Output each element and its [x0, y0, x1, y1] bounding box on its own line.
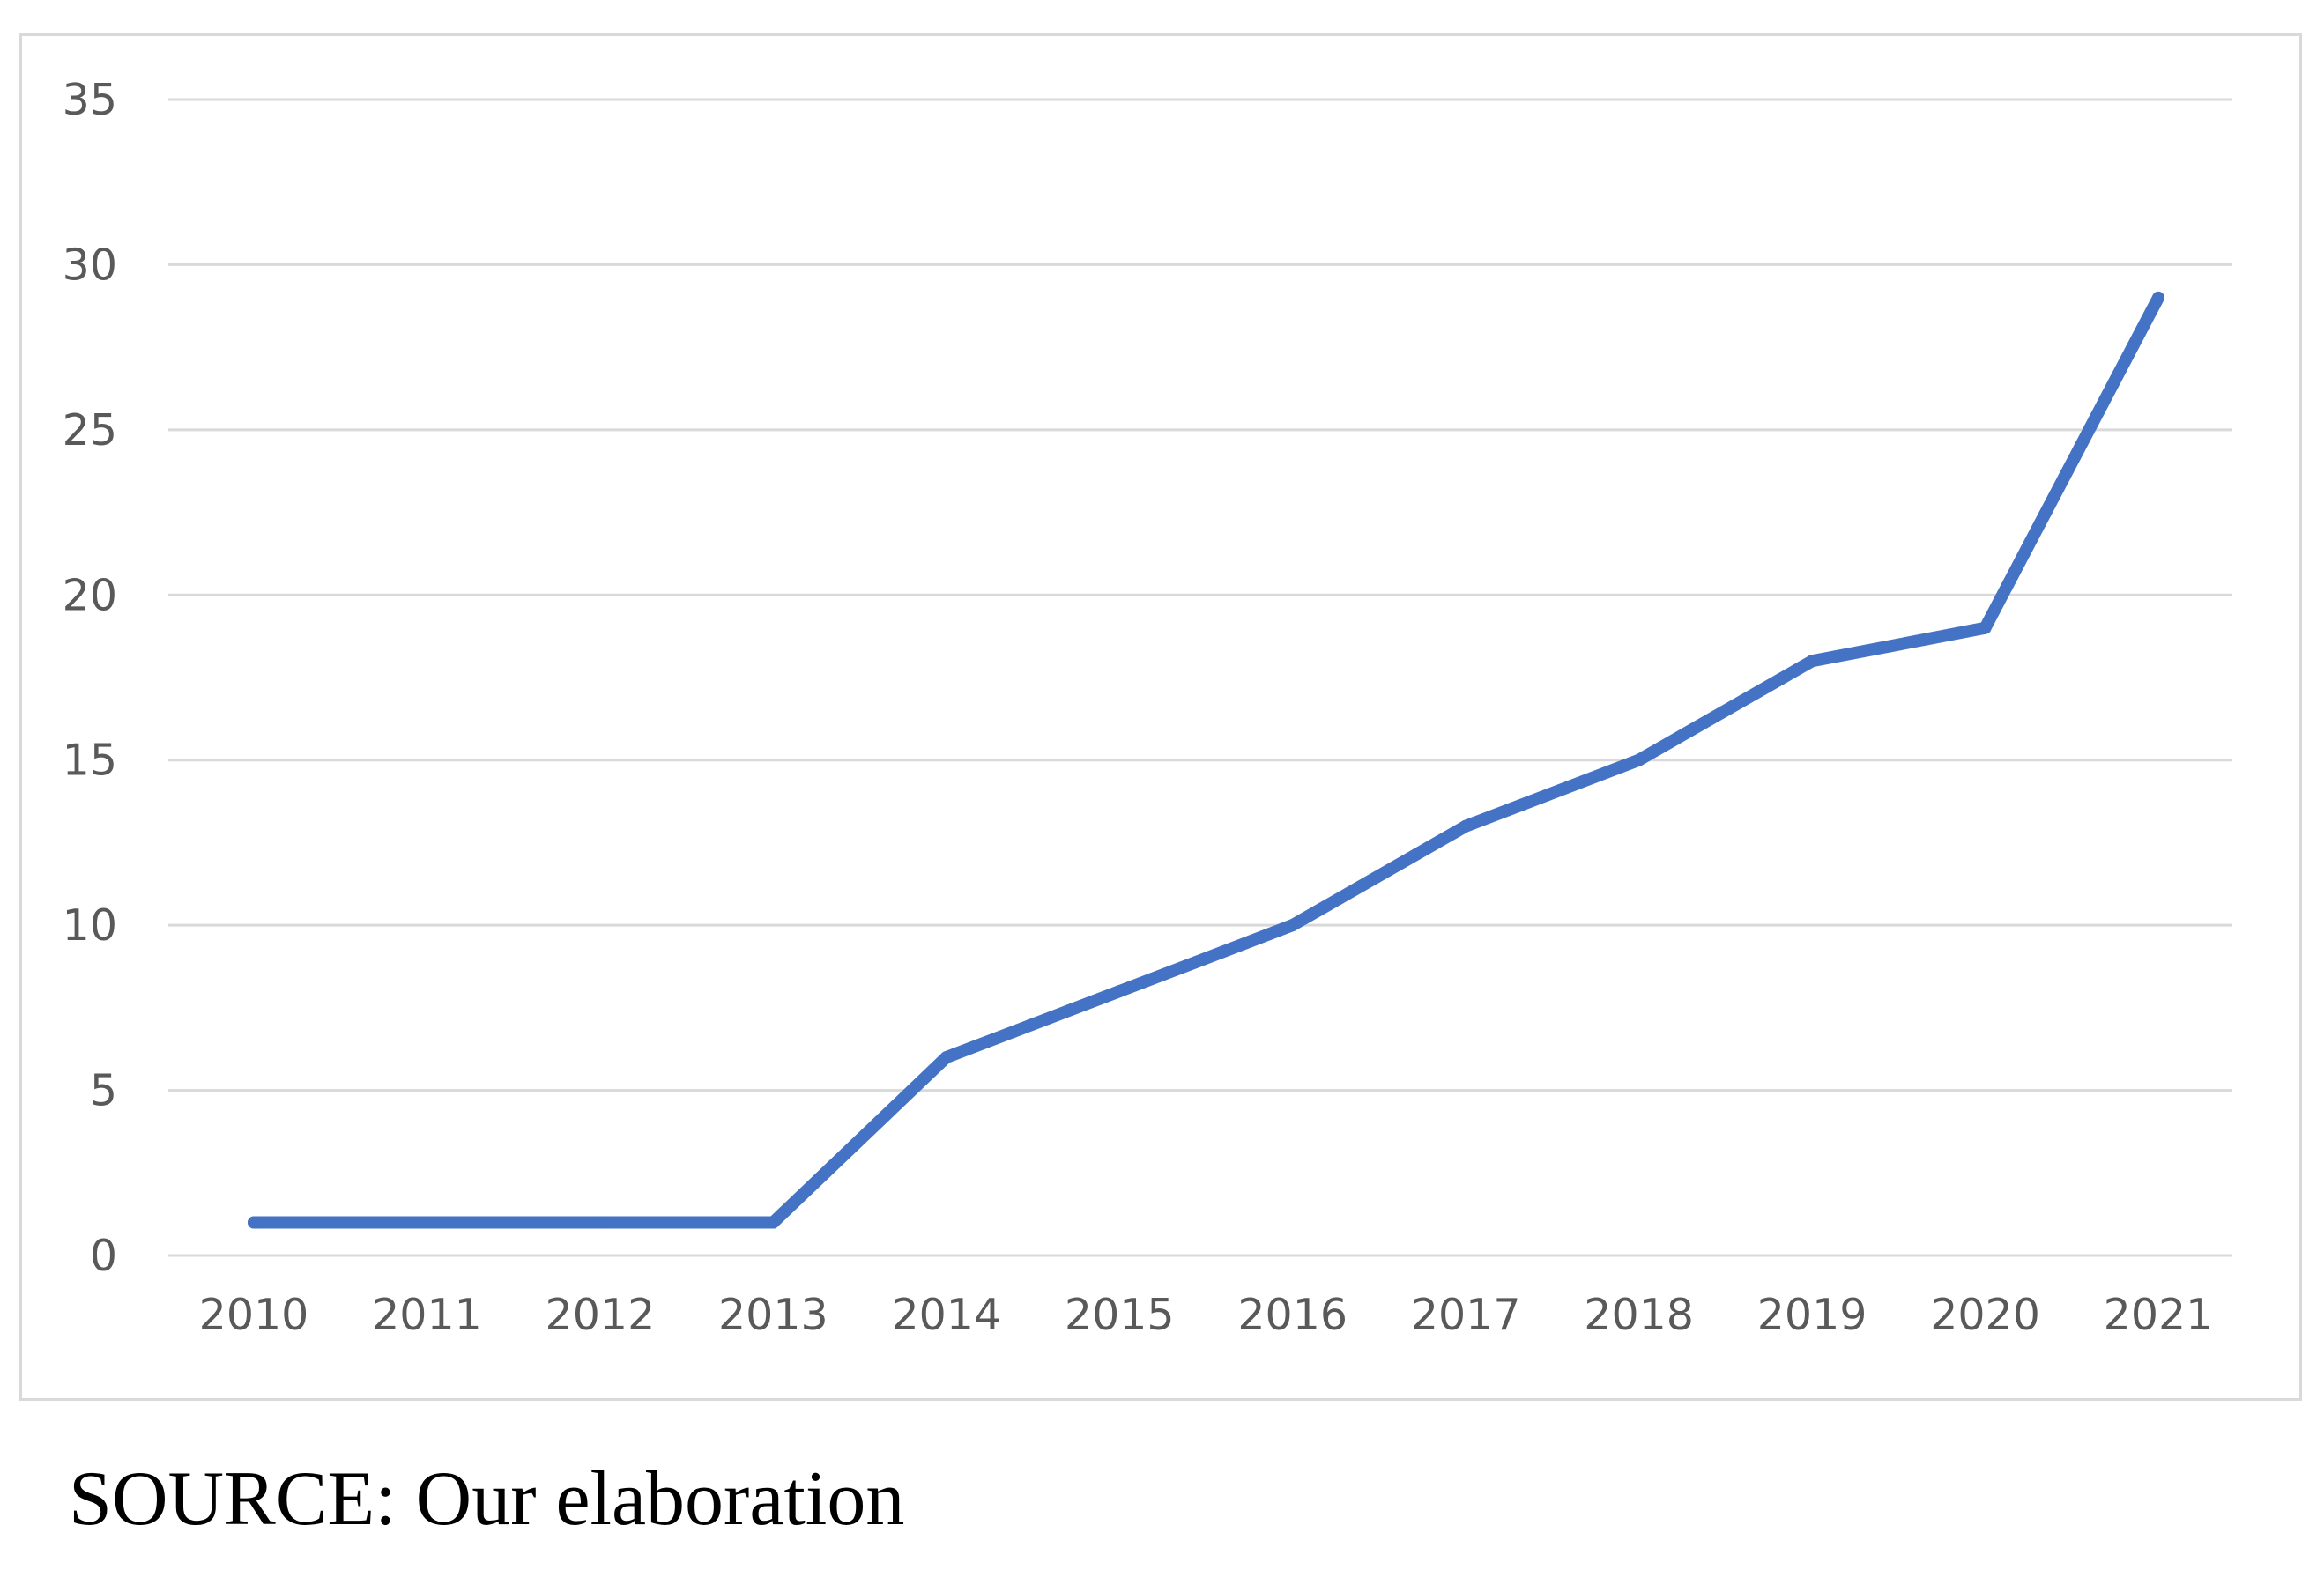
- source-note: SOURCE: Our elaboration: [69, 1456, 905, 1542]
- x-tick-label: 2010: [199, 1290, 309, 1340]
- data-point-2013: [767, 1216, 780, 1229]
- x-tick-label: 2011: [372, 1290, 482, 1340]
- x-tick-label: 2019: [1757, 1290, 1867, 1340]
- data-point-2014: [939, 1051, 953, 1064]
- x-axis-tick-labels: 2010 2011 2012 2013 2014 2015 2016 2017 2018 2019…: [199, 1290, 2214, 1340]
- y-tick-label: 25: [63, 405, 117, 455]
- data-point-2021: [2152, 291, 2164, 304]
- x-tick-label: 2015: [1065, 1290, 1175, 1340]
- y-axis-tick-labels: 0 5 10 15 20 25 30 35: [63, 75, 117, 1281]
- x-tick-label: 2020: [1930, 1290, 2040, 1340]
- y-tick-label: 15: [63, 736, 117, 786]
- data-point-2010: [248, 1216, 260, 1229]
- data-point-2015: [1113, 985, 1126, 998]
- x-tick-label: 2012: [546, 1290, 656, 1340]
- y-tick-label: 5: [90, 1066, 117, 1116]
- y-tick-label: 30: [63, 240, 117, 290]
- chart-frame: 0 5 10 15 20 25 30 35 2010 2011 2012 2013 2014 2015 2…: [19, 33, 2302, 1401]
- data-point-2011: [420, 1216, 434, 1229]
- series-layer: [248, 291, 2164, 1229]
- y-tick-label: 0: [90, 1231, 117, 1281]
- data-point-2012: [593, 1216, 606, 1229]
- x-tick-label: 2018: [1584, 1290, 1694, 1340]
- x-tick-label: 2013: [718, 1290, 828, 1340]
- y-tick-label: 20: [63, 570, 117, 620]
- x-tick-label: 2021: [2104, 1290, 2214, 1340]
- data-point-2017: [1459, 819, 1473, 833]
- series-line-0: [248, 291, 2164, 1229]
- data-point-2019: [1806, 655, 1819, 668]
- y-tick-label: 35: [63, 75, 117, 125]
- data-point-2016: [1286, 919, 1299, 932]
- data-point-2020: [1979, 621, 1992, 634]
- x-tick-label: 2014: [891, 1290, 1001, 1340]
- data-point-2018: [1632, 753, 1645, 766]
- y-tick-label: 10: [63, 900, 117, 951]
- x-tick-label: 2016: [1237, 1290, 1348, 1340]
- gridlines: [168, 98, 2232, 1257]
- x-tick-label: 2017: [1411, 1290, 1521, 1340]
